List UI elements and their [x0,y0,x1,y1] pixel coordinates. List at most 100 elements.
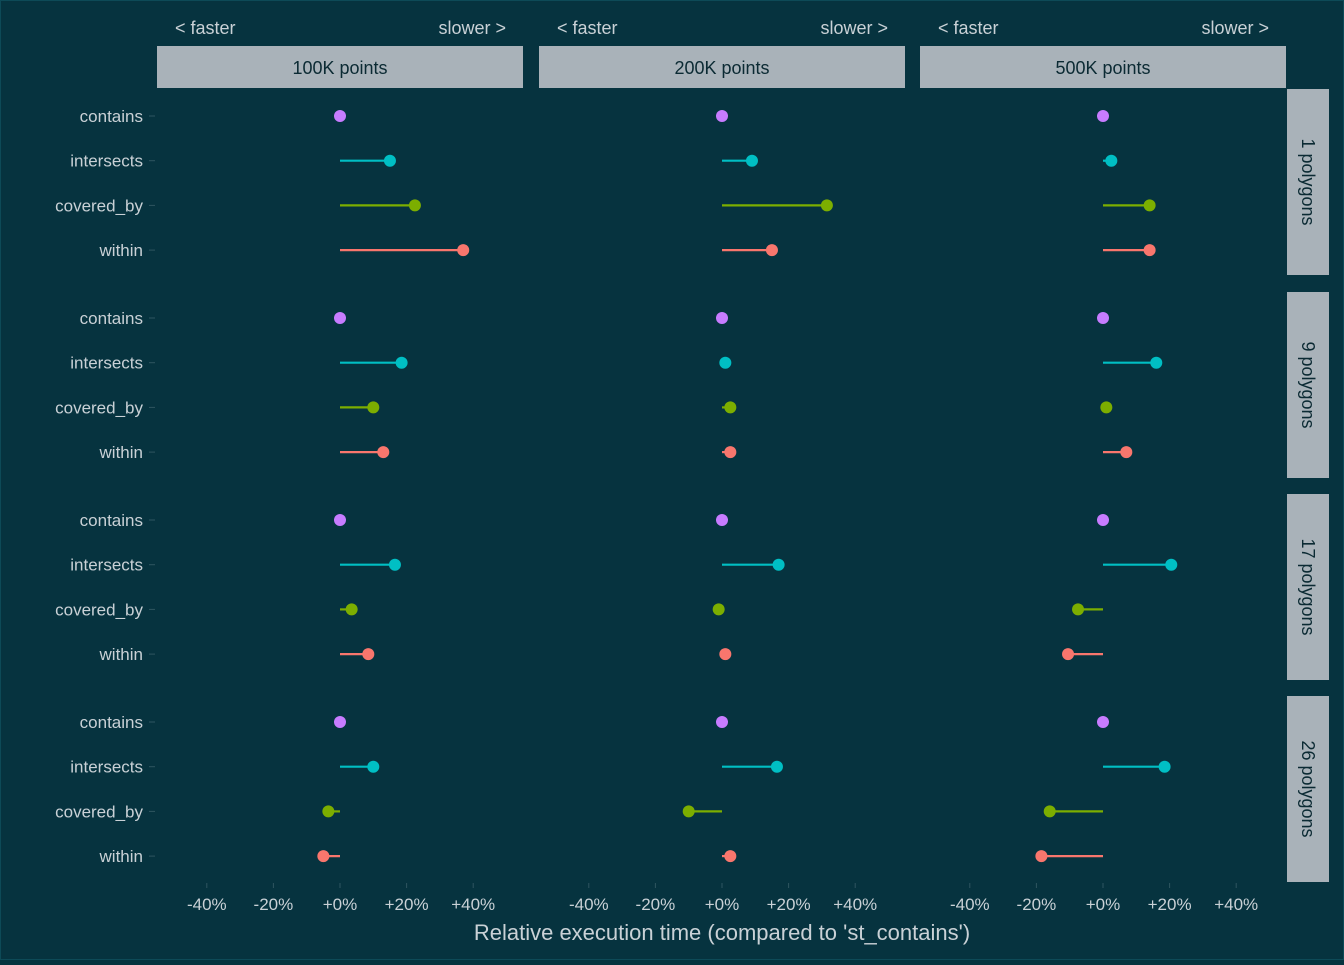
y-tick-label: contains [80,309,143,328]
faster-hint: < faster [938,18,999,38]
point-within [457,244,470,257]
point-intersects [770,760,783,773]
x-tick-label: -40% [569,895,609,914]
x-tick-label: +20% [385,895,429,914]
x-tick-label: +20% [1148,895,1192,914]
point-within [362,648,375,661]
point-contains [716,110,728,122]
x-axis-title: Relative execution time (compared to 'st… [474,920,970,945]
x-tick-label: -20% [1017,895,1057,914]
y-tick-label: covered_by [55,398,143,417]
point-within [1062,648,1075,661]
point-within [377,446,390,459]
point-intersects [745,154,758,167]
row-strip-9-polygons [1287,292,1329,478]
point-covered-by [1072,603,1085,616]
point-within [724,850,737,863]
y-tick-label: contains [80,511,143,530]
point-intersects [1158,760,1171,773]
faster-hint: < faster [175,18,236,38]
point-within [1120,446,1133,459]
y-tick-label: within [99,443,143,462]
point-covered-by [345,603,358,616]
row-strip-label: 17 polygons [1298,538,1318,635]
row-strip-17-polygons [1287,494,1329,680]
y-tick-label: contains [80,107,143,126]
point-contains [716,716,728,728]
point-within [317,850,330,863]
point-contains [334,716,346,728]
x-tick-label: +0% [1086,895,1121,914]
column-strip-500k-points [920,46,1286,88]
point-covered-by [367,401,380,414]
column-strip-label: 500K points [1055,58,1150,78]
column-strip-label: 200K points [674,58,769,78]
point-contains [1097,110,1109,122]
point-within [724,446,737,459]
y-tick-label: covered_by [55,196,143,215]
facet-strips: 100K points 200K points 500K points 1 polyg… [157,46,1329,882]
point-contains [334,110,346,122]
point-intersects [1165,558,1178,571]
x-axis-ticks: -40% -20% +0% +20% +40% -40% -20% +0% +20% +40% -4… [187,883,1258,914]
point-within [1035,850,1048,863]
slower-hint: slower > [438,18,506,38]
row-strip-label: 9 polygons [1298,341,1318,428]
point-contains [334,514,346,526]
y-tick-label: within [99,645,143,664]
y-tick-label: within [99,847,143,866]
point-intersects [772,558,785,571]
point-contains [716,514,728,526]
slower-hint: slower > [1201,18,1269,38]
x-tick-label: -20% [636,895,676,914]
x-tick-label: -40% [187,895,227,914]
y-tick-label: intersects [70,758,143,777]
y-tick-label: covered_by [55,600,143,619]
y-tick-label: contains [80,713,143,732]
point-covered-by [682,805,695,818]
point-covered-by [1043,805,1056,818]
point-contains [716,312,728,324]
y-axis-labels: containsintersectscovered_bywithincontai… [55,107,155,866]
point-covered-by [724,401,737,414]
point-contains [1097,716,1109,728]
y-tick-label: within [99,241,143,260]
point-covered-by [712,603,725,616]
point-covered-by [820,199,833,212]
column-strip-200k-points [539,46,905,88]
row-strip-1-polygons [1287,89,1329,275]
row-strip-label: 26 polygons [1298,740,1318,837]
x-tick-label: -40% [950,895,990,914]
row-strip-label: 1 polygons [1298,138,1318,225]
x-tick-label: +40% [1214,895,1258,914]
x-tick-label: -20% [254,895,294,914]
point-within [1143,244,1156,257]
point-within [719,648,732,661]
column-strip-label: 100K points [292,58,387,78]
x-tick-label: +0% [323,895,358,914]
point-covered-by [1100,401,1113,414]
point-intersects [719,356,732,369]
point-within [765,244,778,257]
point-intersects [395,356,408,369]
faster-hint: < faster [557,18,618,38]
point-intersects [383,154,396,167]
slower-hint: slower > [820,18,888,38]
x-tick-label: +40% [451,895,495,914]
x-tick-label: +0% [705,895,740,914]
x-tick-label: +20% [767,895,811,914]
point-contains [334,312,346,324]
y-tick-label: intersects [70,556,143,575]
point-contains [1097,312,1109,324]
column-strip-100k-points [157,46,523,88]
y-tick-label: covered_by [55,802,143,821]
point-intersects [1105,154,1118,167]
point-covered-by [1143,199,1156,212]
data-marks [317,110,1178,863]
row-strip-26-polygons [1287,696,1329,882]
point-contains [1097,514,1109,526]
direction-hints: < faster slower > < faster slower > < faster… [175,18,1269,38]
point-intersects [388,558,401,571]
